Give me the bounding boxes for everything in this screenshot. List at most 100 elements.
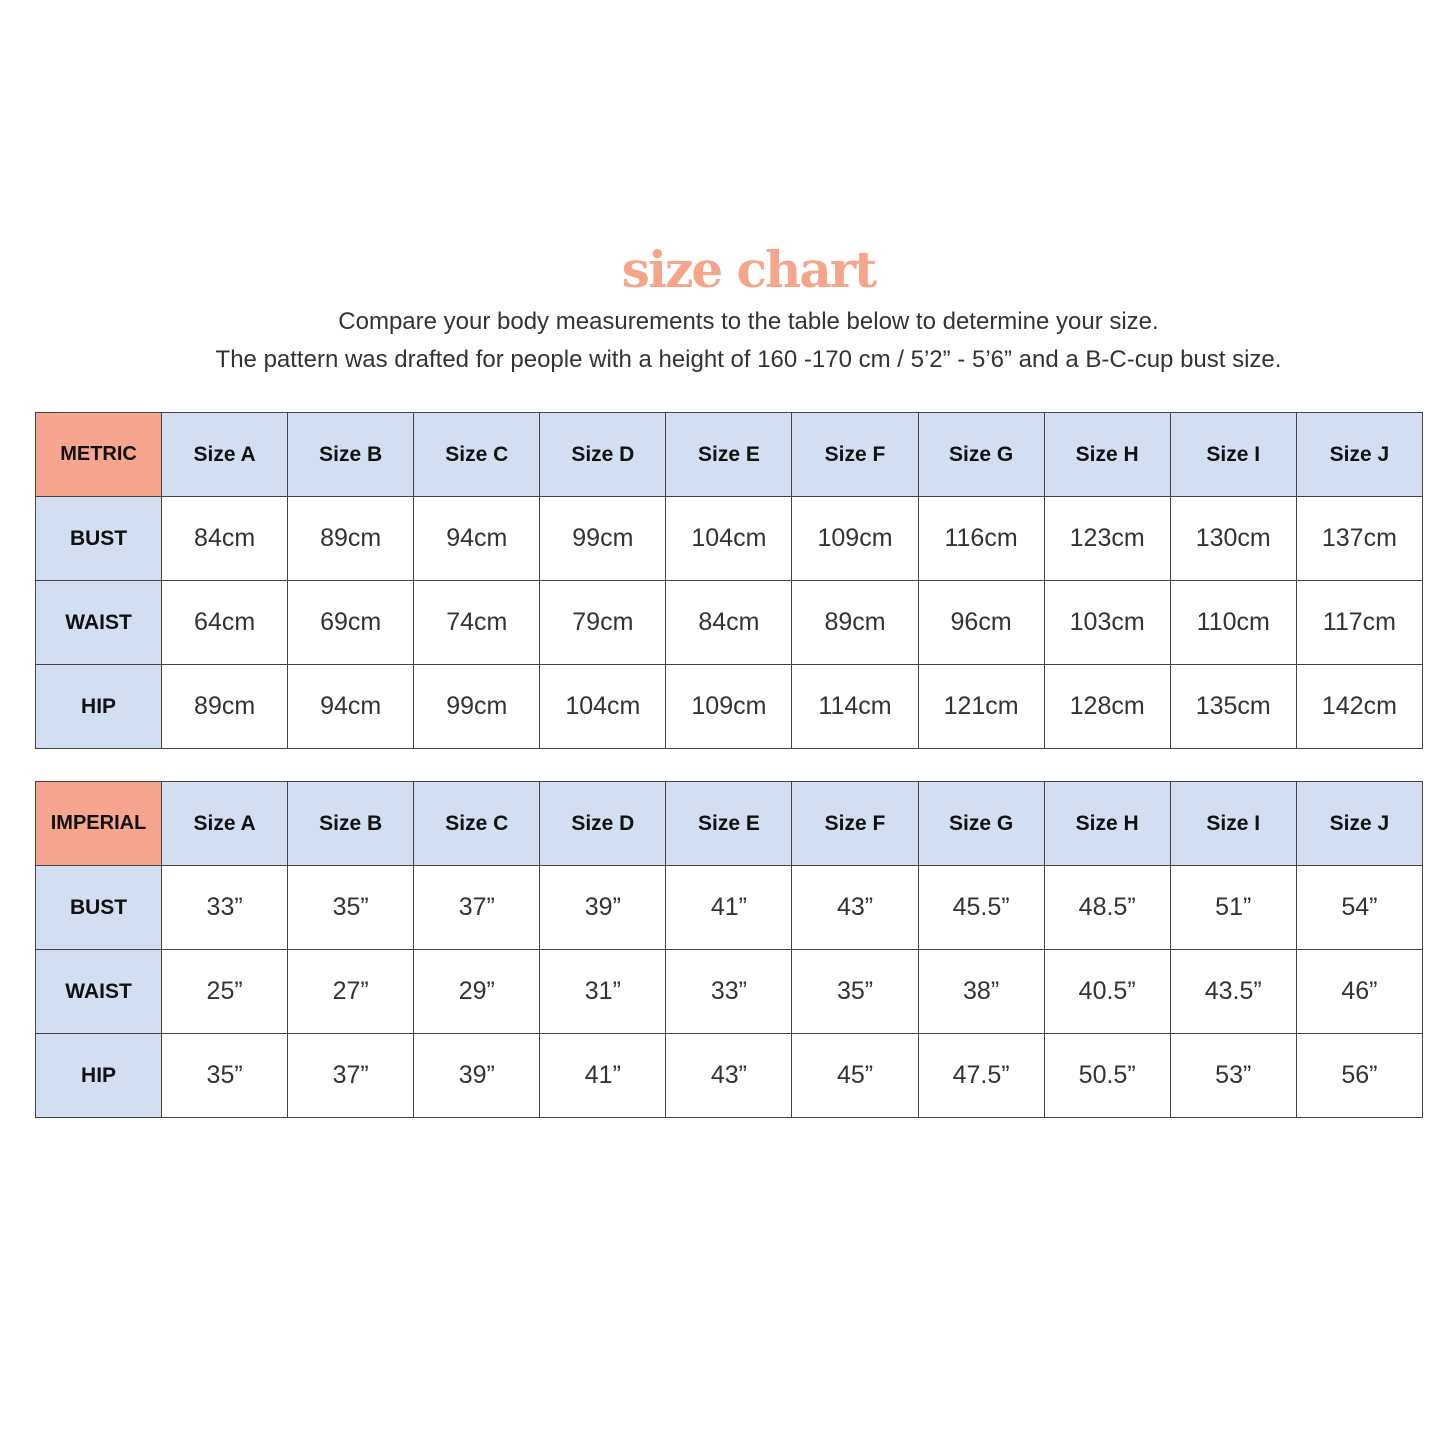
measurement-value: 135cm [1169,664,1297,749]
measurement-value: 109cm [791,496,919,581]
size-header: Size C [413,412,541,497]
measurement-value: 104cm [539,664,667,749]
measurement-value: 103cm [1043,580,1171,665]
measurement-label: HIP [34,664,163,749]
size-header: Size G [917,412,1045,497]
measurement-value: 39” [539,865,667,950]
measurement-value: 43” [665,1033,793,1118]
measurement-value: 35” [791,949,919,1034]
measurement-value: 51” [1169,865,1297,950]
measurement-value: 39” [413,1033,541,1118]
size-header: Size G [917,781,1045,866]
measurement-value: 64cm [161,580,289,665]
header-row: METRIC Size A Size B Size C Size D Size E Size… [34,412,1424,497]
size-header: Size J [1295,412,1424,497]
header-row: IMPERIAL Size A Size B Size C Size D Size E Si… [34,781,1424,866]
size-header: Size F [791,781,919,866]
measurement-value: 53” [1169,1033,1297,1118]
table-row: BUST 33” 35” 37” 39” 41” 43” 45.5” 48.5” 51” 54” [34,865,1424,950]
measurement-value: 123cm [1043,496,1171,581]
measurement-value: 116cm [917,496,1045,581]
measurement-value: 84cm [665,580,793,665]
table-row: HIP 35” 37” 39” 41” 43” 45” 47.5” 50.5” 53” 56” [34,1033,1424,1118]
measurement-value: 110cm [1169,580,1297,665]
measurement-value: 89cm [791,580,919,665]
measurement-value: 50.5” [1043,1033,1171,1118]
table-row: WAIST 64cm 69cm 74cm 79cm 84cm 89cm 96cm 103cm 11… [34,580,1424,665]
measurement-value: 35” [287,865,415,950]
imperial-size-table: IMPERIAL Size A Size B Size C Size D Size E Si… [34,781,1424,1118]
measurement-value: 41” [665,865,793,950]
measurement-value: 96cm [917,580,1045,665]
size-header: Size B [287,781,415,866]
measurement-value: 25” [161,949,289,1034]
measurement-value: 130cm [1169,496,1297,581]
measurement-label: BUST [34,865,163,950]
size-header: Size D [539,412,667,497]
measurement-value: 94cm [413,496,541,581]
measurement-value: 33” [161,865,289,950]
measurement-value: 27” [287,949,415,1034]
table-row: BUST 84cm 89cm 94cm 99cm 104cm 109cm 116cm 123cm… [34,496,1424,581]
measurement-value: 114cm [791,664,919,749]
page-title: size chart [621,240,877,299]
metric-size-table: METRIC Size A Size B Size C Size D Size E Size… [34,412,1424,749]
measurement-value: 38” [917,949,1045,1034]
measurement-label: WAIST [34,949,163,1034]
size-header: Size I [1169,412,1297,497]
measurement-label: WAIST [34,580,163,665]
measurement-value: 74cm [413,580,541,665]
measurement-value: 121cm [917,664,1045,749]
size-header: Size A [161,412,289,497]
measurement-value: 43” [791,865,919,950]
measurement-value: 109cm [665,664,793,749]
measurement-value: 142cm [1295,664,1424,749]
unit-label: IMPERIAL [34,781,163,866]
size-header: Size J [1295,781,1424,866]
unit-label: METRIC [34,412,163,497]
measurement-value: 137cm [1295,496,1424,581]
measurement-value: 84cm [161,496,289,581]
measurement-value: 128cm [1043,664,1171,749]
measurement-value: 31” [539,949,667,1034]
size-header: Size I [1169,781,1297,866]
subtitle-line-1: Compare your body measurements to the ta… [338,308,1159,335]
measurement-value: 46” [1295,949,1424,1034]
size-header: Size D [539,781,667,866]
measurement-value: 89cm [161,664,289,749]
size-header: Size F [791,412,919,497]
measurement-value: 33” [665,949,793,1034]
size-header: Size B [287,412,415,497]
size-header: Size C [413,781,541,866]
measurement-value: 104cm [665,496,793,581]
measurement-value: 56” [1295,1033,1424,1118]
measurement-value: 37” [413,865,541,950]
measurement-label: HIP [34,1033,163,1118]
measurement-value: 89cm [287,496,415,581]
measurement-value: 41” [539,1033,667,1118]
measurement-value: 69cm [287,580,415,665]
measurement-value: 94cm [287,664,415,749]
measurement-value: 45.5” [917,865,1045,950]
size-header: Size A [161,781,289,866]
measurement-value: 99cm [413,664,541,749]
measurement-label: BUST [34,496,163,581]
measurement-value: 99cm [539,496,667,581]
size-header: Size E [665,412,793,497]
measurement-value: 48.5” [1043,865,1171,950]
size-header: Size E [665,781,793,866]
size-header: Size H [1043,412,1171,497]
measurement-value: 40.5” [1043,949,1171,1034]
measurement-value: 47.5” [917,1033,1045,1118]
subtitle-line-2: The pattern was drafted for people with … [215,346,1282,373]
table-row: HIP 89cm 94cm 99cm 104cm 109cm 114cm 121cm 128cm… [34,664,1424,749]
measurement-value: 37” [287,1033,415,1118]
measurement-value: 54” [1295,865,1424,950]
table-row: WAIST 25” 27” 29” 31” 33” 35” 38” 40.5” 43.5” 46” [34,949,1424,1034]
measurement-value: 117cm [1295,580,1424,665]
size-header: Size H [1043,781,1171,866]
measurement-value: 29” [413,949,541,1034]
measurement-value: 79cm [539,580,667,665]
measurement-value: 43.5” [1169,949,1297,1034]
measurement-value: 45” [791,1033,919,1118]
